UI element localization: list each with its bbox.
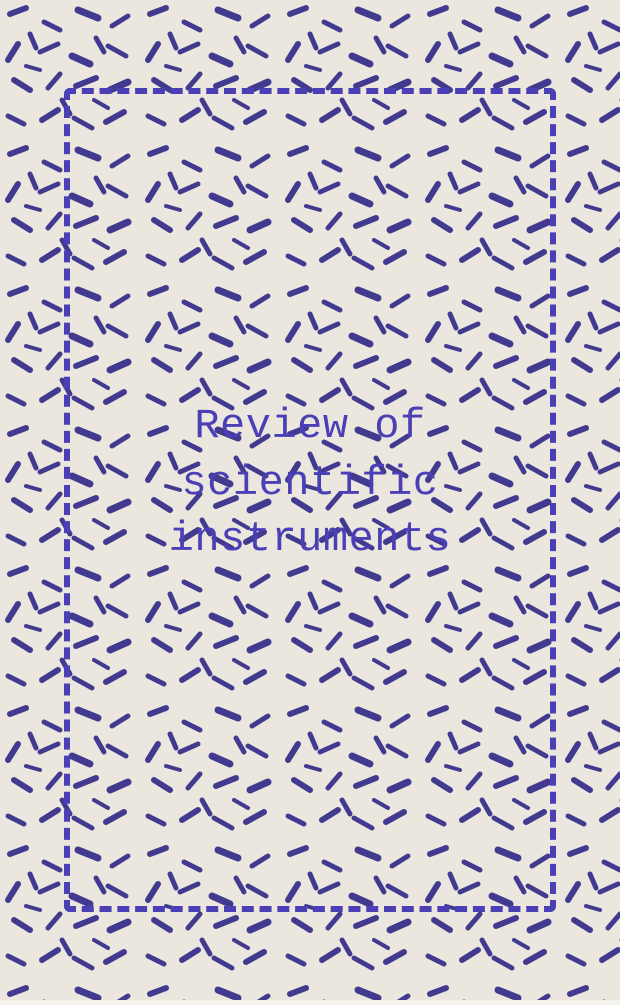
cover-title: Review of scientific instruments bbox=[0, 398, 620, 568]
title-line-2: scientific bbox=[0, 455, 620, 512]
title-line-1: Review of bbox=[0, 398, 620, 455]
title-line-3: instruments bbox=[0, 511, 620, 568]
